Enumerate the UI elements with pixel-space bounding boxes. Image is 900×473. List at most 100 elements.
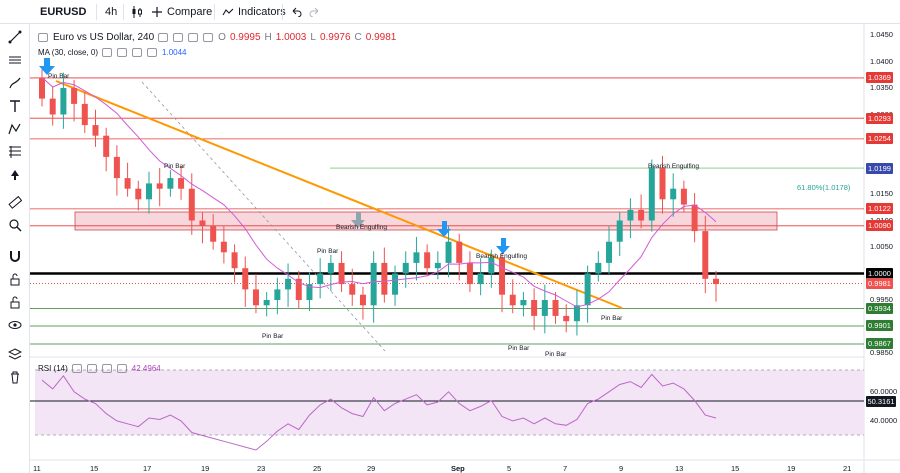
candle-body (156, 183, 163, 189)
compare-button[interactable]: Compare (151, 0, 212, 24)
candle-body (113, 156, 120, 179)
candle-body (274, 289, 281, 300)
visibility-icon[interactable] (102, 48, 113, 57)
candle-body (488, 257, 495, 274)
pattern-label: Pin Bar (317, 248, 339, 255)
ma-legend: MA (30, close, 0) 1.0044 (38, 48, 187, 57)
zoom-icon[interactable] (4, 215, 26, 235)
candle-body (167, 178, 174, 189)
pattern-label: Pin Bar (545, 351, 567, 358)
candle-body (541, 300, 548, 316)
candle-body (370, 262, 377, 306)
layers-icon[interactable] (4, 344, 26, 364)
price-level-tag: 1.0254 (866, 133, 893, 145)
collapse-legend-icon[interactable] (38, 33, 48, 42)
candle-body (413, 252, 420, 263)
candle-body (242, 268, 249, 290)
candle-body (306, 284, 313, 300)
lock-drawings-icon[interactable] (4, 269, 26, 289)
down-arrow-icon (496, 238, 510, 254)
divider (282, 4, 283, 20)
candle-body (317, 273, 324, 285)
fib-tool-icon[interactable] (4, 142, 26, 162)
main-legend: Euro vs US Dollar, 240 O 0.9995 H 1.0003 L… (38, 32, 396, 43)
date-tick-label: 7 (563, 464, 568, 473)
symbol-label: EURUSD (40, 6, 87, 18)
close-value: 0.9981 (365, 32, 397, 43)
arrow-icon[interactable] (4, 165, 26, 185)
candle-body (680, 188, 687, 205)
candle-body (60, 88, 67, 115)
trend-line-icon[interactable] (4, 27, 26, 47)
eye-icon[interactable] (4, 315, 26, 335)
visibility-icon[interactable] (158, 33, 169, 42)
unlock-icon[interactable] (4, 292, 26, 312)
indicators-button[interactable]: Indicators (222, 0, 286, 24)
price-tick-label: 1.0350 (870, 83, 893, 92)
drawing-toolbar (0, 0, 30, 473)
candle-body (402, 262, 409, 274)
settings-icon[interactable] (173, 33, 184, 42)
rsi-line (41, 373, 717, 451)
settings-icon[interactable] (117, 48, 128, 57)
candle-body (466, 262, 473, 285)
chart-style-button[interactable] (131, 0, 143, 24)
candle-body (381, 262, 388, 295)
compare-icon (151, 6, 163, 18)
undo-icon (290, 7, 302, 17)
candle-body (338, 262, 345, 285)
settings-icon[interactable] (86, 364, 97, 373)
date-tick-label: 15 (90, 464, 99, 473)
undo-button[interactable] (290, 0, 302, 24)
rsi-tick-label: 40.0000 (870, 415, 898, 425)
more-icon[interactable] (147, 48, 158, 57)
visibility-icon[interactable] (71, 364, 82, 373)
rsi-band (35, 370, 864, 435)
candle-body (659, 167, 666, 200)
price-level-tag: 1.0293 (866, 112, 893, 124)
magnet-icon[interactable] (4, 246, 26, 266)
symbol-search[interactable]: EURUSD (40, 0, 86, 24)
candle-body (509, 294, 516, 306)
candle-body (648, 167, 655, 221)
pen-icon[interactable] (4, 73, 26, 93)
date-tick-label: 21 (843, 464, 852, 473)
candle-body (456, 241, 463, 263)
pattern-icon[interactable] (4, 119, 26, 139)
price-tick-label: 1.0100 (870, 216, 893, 225)
remove-icon[interactable] (188, 33, 199, 42)
price-tick-label: 1.0450 (870, 30, 893, 39)
price-tick-label: 0.9950 (870, 295, 893, 304)
candle-body (638, 209, 645, 221)
price-level-tag: 1.0369 (866, 72, 893, 84)
redo-button[interactable] (309, 0, 321, 24)
candle-body (178, 178, 185, 189)
pattern-label: Pin Bar (508, 345, 530, 352)
price-tick-label: 1.0050 (870, 242, 893, 251)
remove-icon[interactable] (132, 48, 143, 57)
down-arrow-icon (437, 221, 451, 237)
interval-button[interactable]: 4h (105, 0, 117, 24)
text-icon[interactable] (4, 96, 26, 116)
candle-body (199, 220, 206, 226)
candles-icon (131, 5, 143, 19)
date-tick-label: 5 (507, 464, 512, 473)
rsi-value: 42.4964 (131, 364, 161, 373)
remove-icon[interactable] (101, 364, 112, 373)
price-chart-canvas (30, 24, 900, 473)
pattern-label: Pin Bar (601, 315, 623, 322)
candle-body (606, 241, 613, 263)
candle-body (81, 103, 88, 126)
price-tick-label: 1.0150 (870, 189, 893, 198)
close-label: C (354, 32, 362, 43)
chart-area[interactable]: Euro vs US Dollar, 240 O 0.9995 H 1.0003 L… (30, 24, 900, 473)
horizontal-lines-icon[interactable] (4, 50, 26, 70)
price-level-tag: 1.0199 (866, 162, 893, 174)
orange-trend-line (55, 80, 623, 309)
more-icon[interactable] (203, 33, 214, 42)
date-tick-label: 17 (143, 464, 152, 473)
trash-icon[interactable] (4, 367, 26, 387)
ruler-icon[interactable] (4, 192, 26, 212)
more-icon[interactable] (116, 364, 127, 373)
candle-body (627, 209, 634, 221)
